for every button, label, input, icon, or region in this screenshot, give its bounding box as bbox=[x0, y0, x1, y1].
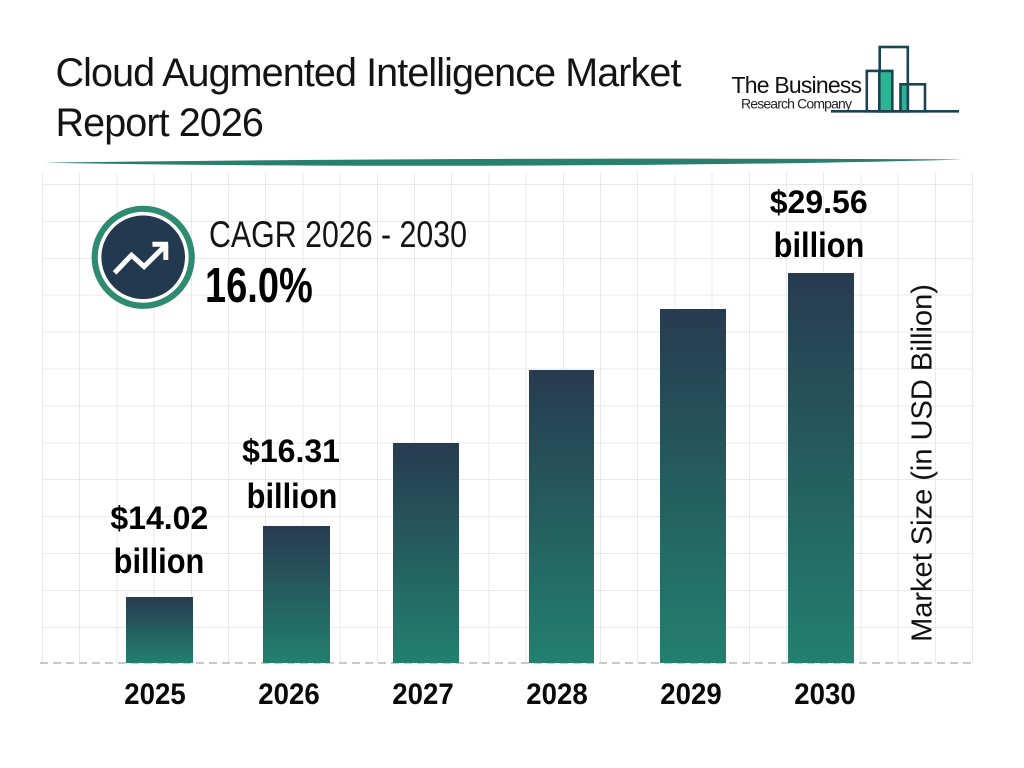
svg-text:Research Company: Research Company bbox=[741, 96, 852, 112]
svg-text:The Business: The Business bbox=[732, 72, 862, 98]
